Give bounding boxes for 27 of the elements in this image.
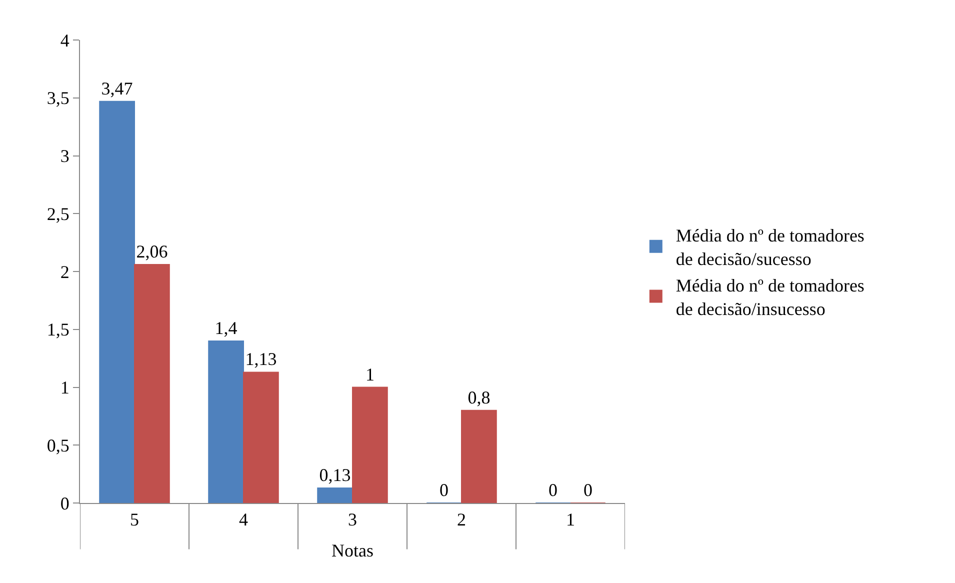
data-label: 1,13: [245, 349, 277, 370]
y-tick-label: 1: [60, 378, 70, 398]
y-tick-label: 1,5: [46, 320, 70, 340]
data-label: 1: [365, 364, 374, 384]
data-label: 0: [440, 480, 449, 500]
data-label: 0: [548, 480, 558, 500]
data-label: 0: [583, 480, 592, 500]
y-tick-label: 0,5: [46, 435, 70, 456]
legend-label: Média do nº de tomadores de decisão/insucesso: [676, 276, 864, 319]
data-label: 3,47: [101, 78, 133, 98]
data-label: 2,06: [136, 242, 168, 262]
data-label: 0,13: [319, 464, 351, 485]
x-tick-label: 1: [566, 510, 575, 530]
y-tick-label: 4: [60, 30, 70, 50]
y-tick-label: 2: [60, 262, 70, 282]
legend-label: Média do nº de tomadores de decisão/sucesso: [676, 226, 864, 270]
y-tick-label: 2,5: [46, 204, 70, 224]
data-label: 0,8: [468, 387, 490, 408]
y-tick-label: 0: [60, 493, 70, 514]
x-tick-label: 3: [348, 510, 357, 530]
x-tick-label: 5: [130, 510, 139, 530]
y-tick-label: 3,5: [46, 88, 70, 108]
y-tick-label: 3: [60, 146, 70, 166]
data-label: 1,4: [214, 318, 238, 338]
x-tick-label: 2: [457, 510, 466, 530]
x-axis-title: Notas: [332, 540, 374, 561]
x-tick-label: 4: [239, 510, 248, 530]
